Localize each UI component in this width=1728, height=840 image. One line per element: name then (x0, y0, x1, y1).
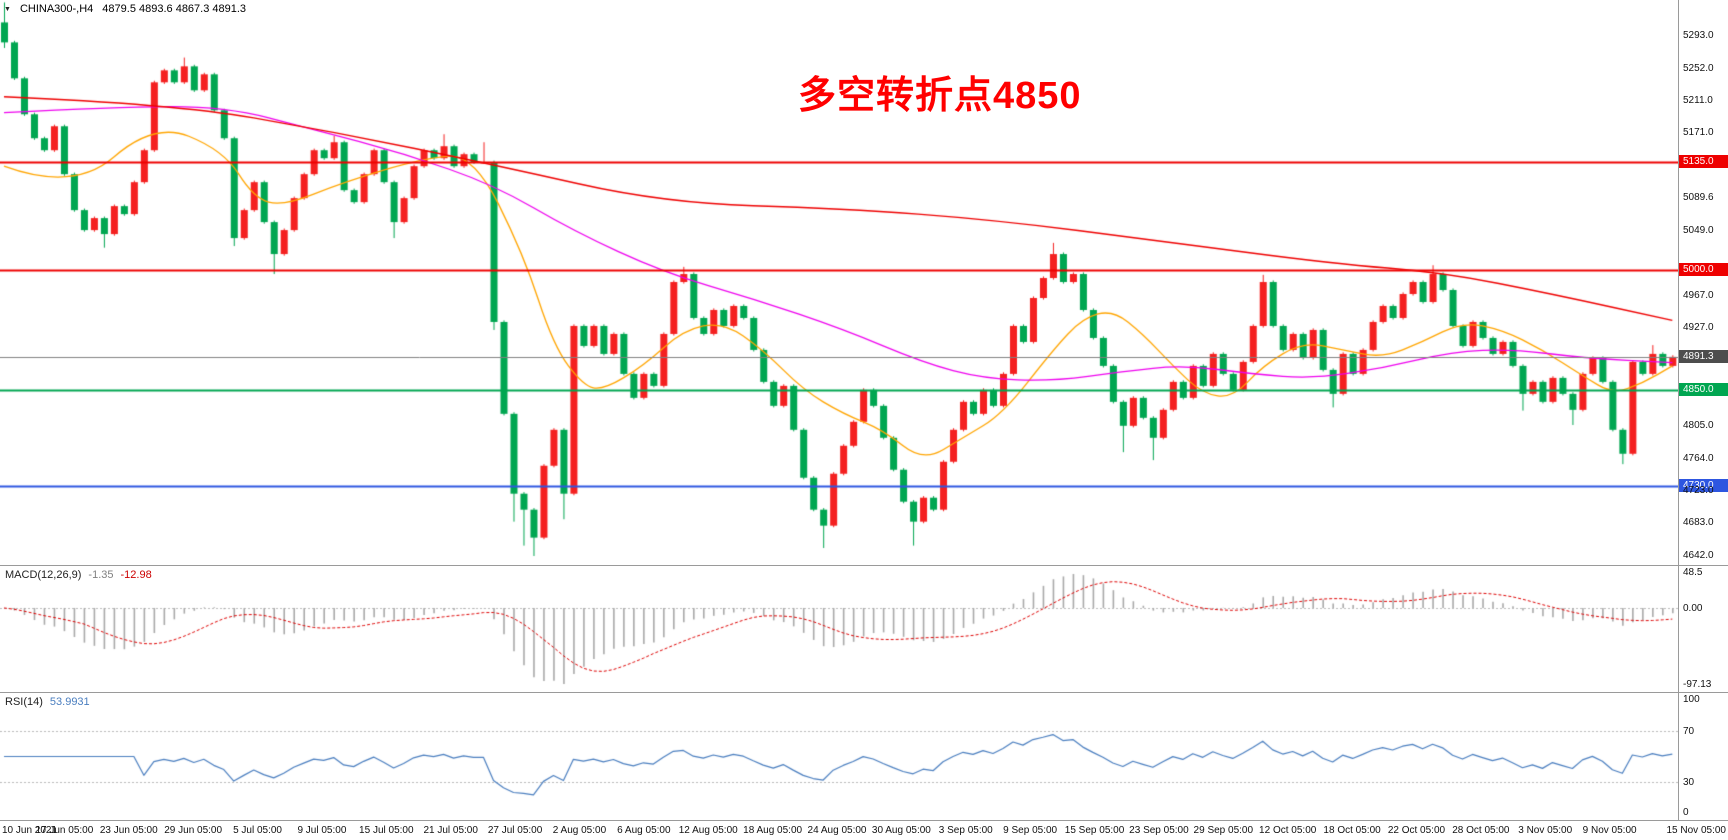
time-axis-label: 12 Aug 05:00 (678, 825, 738, 836)
time-axis-label: 9 Jul 05:00 (297, 825, 347, 836)
time-axis-label: 15 Sep 05:00 (1064, 825, 1125, 836)
symbol-ohlc-values: 4879.5 4893.6 4867.3 4891.3 (102, 3, 247, 15)
time-axis-label: 12 Oct 05:00 (1259, 825, 1317, 836)
macd-main-value: -1.35 (88, 569, 114, 581)
candlestick-canvas[interactable] (0, 0, 1678, 565)
symbol-title: CHINA300-,H4 (19, 3, 94, 15)
macd-canvas[interactable] (0, 566, 1678, 692)
time-axis-label: 15 Jul 05:00 (359, 825, 414, 836)
macd-label: MACD(12,26,9) -1.35 -12.98 (5, 569, 152, 581)
rsi-value: 53.9931 (49, 696, 90, 708)
price-tick-label: 5293.0 (1683, 30, 1714, 41)
symbol-bar: ▼ CHINA300-,H4 4879.5 4893.6 4867.3 4891… (4, 3, 246, 15)
time-axis-label: 29 Jun 05:00 (164, 825, 223, 836)
main-chart-panel: ▼ CHINA300-,H4 4879.5 4893.6 4867.3 4891… (0, 0, 1728, 566)
macd-panel: MACD(12,26,9) -1.35 -12.98 48.5 0.00 -97.1… (0, 566, 1728, 693)
price-line-badge[interactable]: 4891.3 (1679, 349, 1728, 363)
time-axis-label: 10 Jun 2021 (2, 825, 58, 836)
price-tick-label: 5089.6 (1683, 192, 1714, 204)
time-axis-label: 17 Jun 05:00 (35, 825, 94, 836)
time-axis: 10 Jun 2021 17 Jun 05:00 23 Jun 05:00 29 Ju… (0, 821, 1728, 840)
macd-name: MACD(12,26,9) (5, 569, 82, 581)
rsi-tick-label: 30 (1683, 776, 1695, 788)
price-tick-label: 4723.0 (1683, 485, 1714, 497)
time-axis-label: 9 Nov 05:00 (1582, 825, 1637, 836)
rsi-axis: 100 70 30 0 (1678, 693, 1728, 820)
time-axis-label: 9 Sep 05:00 (1003, 825, 1058, 836)
time-axis-label: 29 Sep 05:00 (1193, 825, 1254, 836)
macd-tick-label: -97.13 (1683, 679, 1712, 690)
price-line-badge[interactable]: 5000.0 (1679, 263, 1728, 277)
time-axis-label: 18 Oct 05:00 (1323, 825, 1381, 836)
time-axis-label: 5 Jul 05:00 (233, 825, 282, 836)
rsi-tick-label: 100 (1683, 694, 1700, 705)
macd-tick-label: 48.5 (1683, 567, 1703, 578)
time-axis-label: 23 Sep 05:00 (1129, 825, 1189, 836)
price-tick-label: 5252.0 (1683, 62, 1714, 74)
price-tick-label: 5049.0 (1683, 224, 1714, 236)
price-tick-label: 4642.0 (1683, 550, 1714, 561)
price-tick-label: 5171.0 (1683, 127, 1714, 139)
price-tick-label: 4683.0 (1683, 517, 1714, 529)
time-axis-label: 22 Oct 05:00 (1387, 825, 1446, 836)
rsi-name: RSI(14) (5, 696, 43, 708)
macd-axis: 48.5 0.00 -97.13 (1678, 566, 1728, 692)
time-axis-label: 15 Nov 05:00 (1666, 825, 1727, 836)
time-axis-label: 27 Jul 05:00 (487, 825, 543, 836)
time-axis-label: 6 Aug 05:00 (617, 825, 671, 836)
price-tick-label: 4967.0 (1683, 290, 1714, 302)
price-line-badge[interactable]: 5135.0 (1679, 155, 1728, 169)
macd-signal-value: -12.98 (120, 569, 152, 581)
price-tick-label: 4805.0 (1683, 419, 1714, 431)
time-axis-label: 3 Nov 05:00 (1518, 825, 1573, 836)
price-axis: 5135.0 5000.0 4891.3 4850.0 4730.0 5293.… (1678, 0, 1728, 565)
time-axis-label: 23 Jun 05:00 (99, 825, 158, 836)
time-axis-label: 2 Aug 05:00 (552, 825, 607, 836)
time-axis-label: 3 Sep 05:00 (938, 825, 993, 836)
price-line-badge[interactable]: 4850.0 (1679, 382, 1728, 396)
time-axis-label: 28 Oct 05:00 (1452, 825, 1510, 836)
time-axis-label: 30 Aug 05:00 (871, 825, 931, 836)
rsi-tick-label: 0 (1683, 807, 1689, 818)
macd-tick-label: 0.00 (1683, 602, 1703, 614)
time-axis-label: 21 Jul 05:00 (423, 825, 478, 836)
price-tick-label: 5211.0 (1683, 95, 1713, 107)
symbol-dropdown-icon: ▼ (4, 5, 11, 13)
rsi-canvas[interactable] (0, 693, 1678, 820)
time-axis-label: 18 Aug 05:00 (743, 825, 803, 836)
rsi-panel: RSI(14) 53.9931 100 70 30 0 (0, 693, 1728, 821)
rsi-tick-label: 70 (1683, 726, 1695, 738)
price-tick-label: 4927.0 (1683, 322, 1714, 334)
rsi-label: RSI(14) 53.9931 (5, 696, 90, 708)
time-axis-label: 24 Aug 05:00 (807, 825, 867, 836)
price-tick-label: 4764.0 (1683, 452, 1714, 464)
chart-annotation-text[interactable]: 多空转折点4850 (798, 75, 1082, 117)
price-line-badge[interactable]: 4730.0 (1679, 478, 1728, 492)
